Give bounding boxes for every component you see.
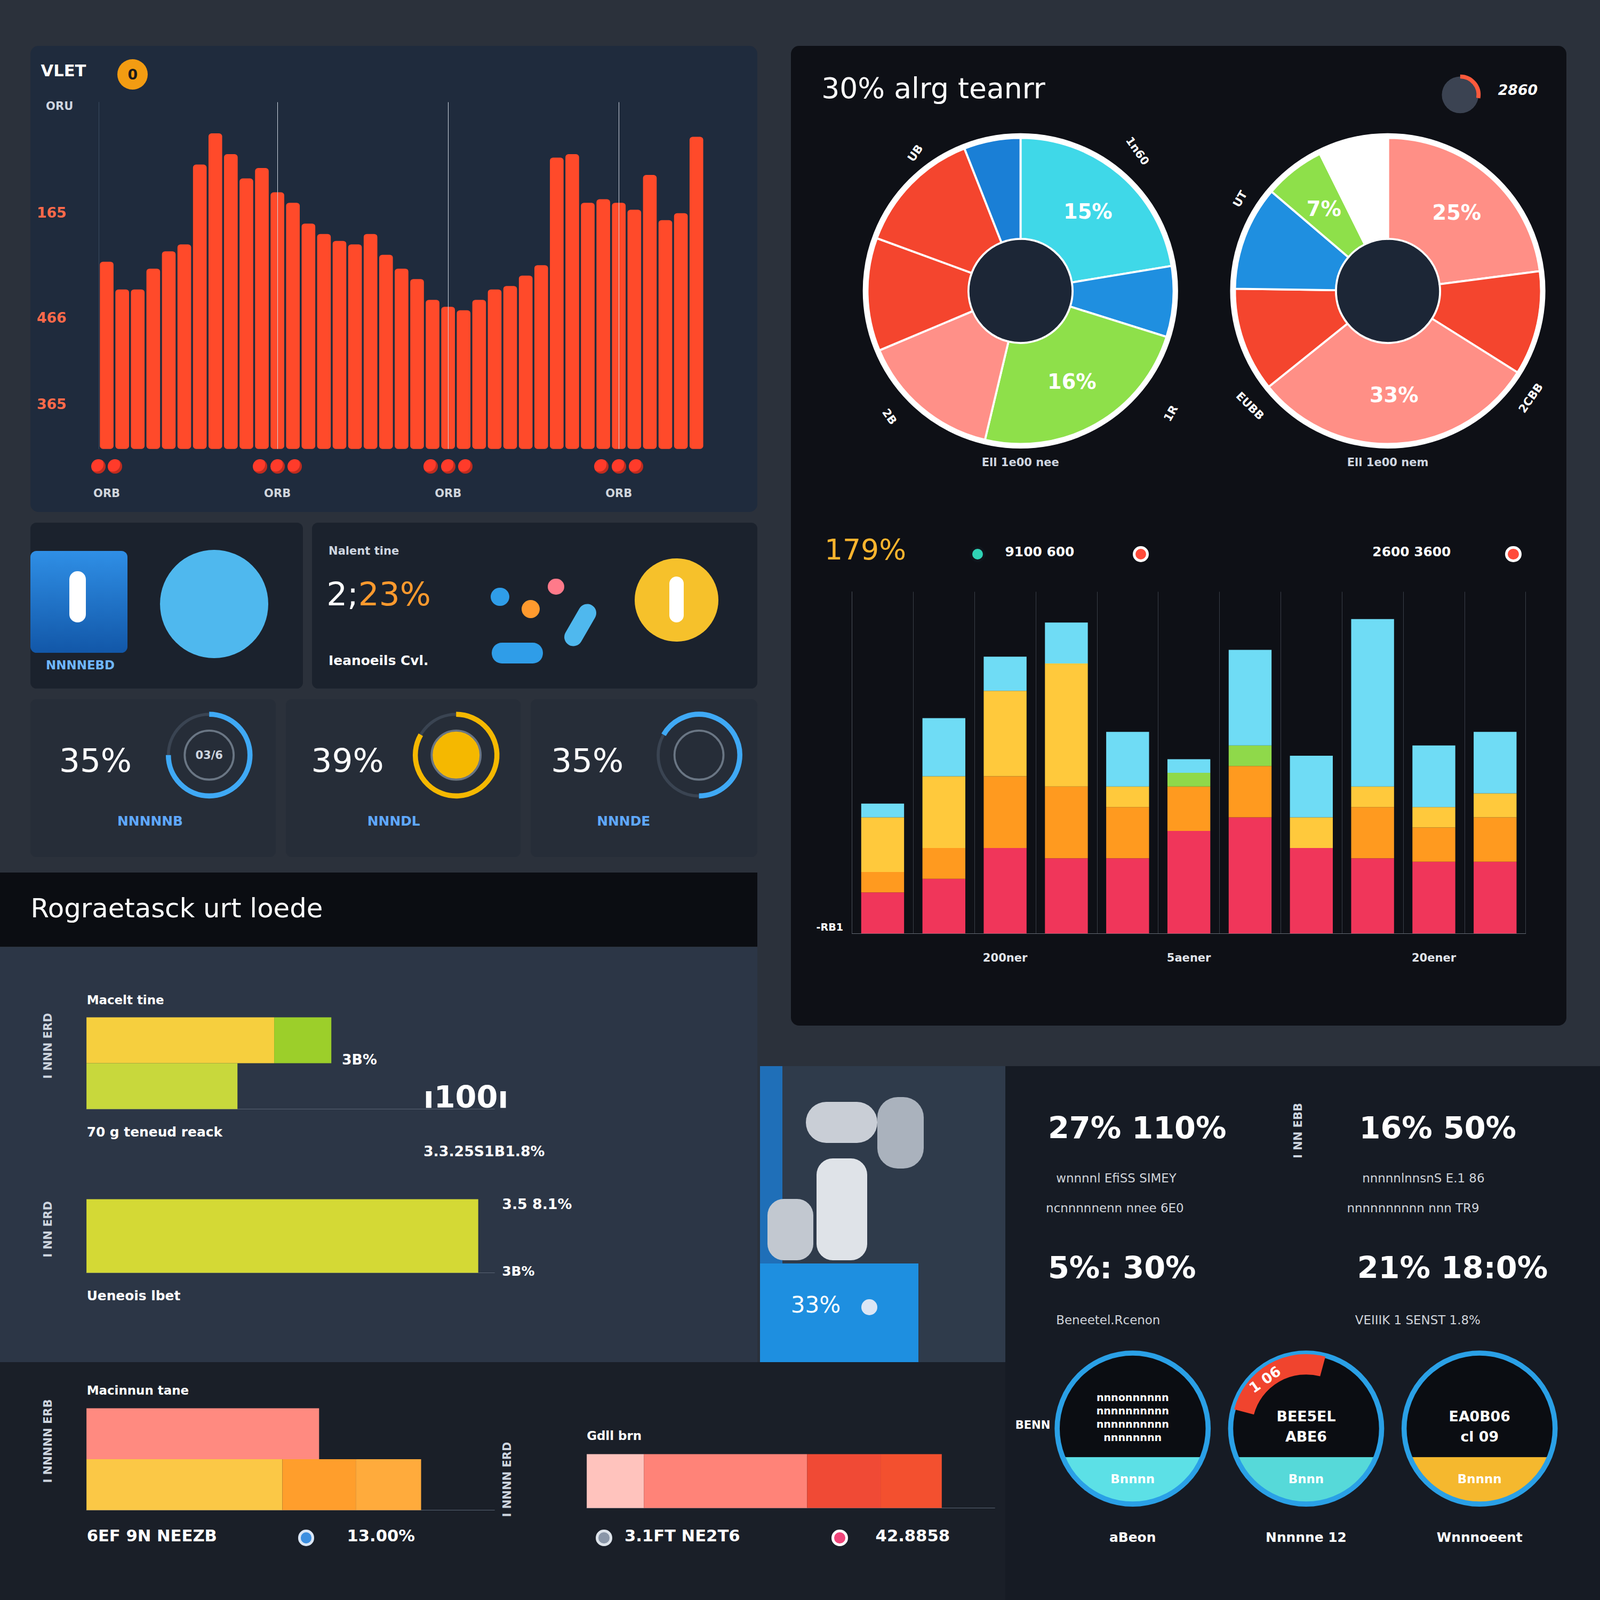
html-text:2; 23%: 2; 23% [326,575,431,613]
svg-text:20ener: 20ener [1411,950,1457,965]
html-text:BENN: BENN [1015,1418,1051,1432]
html-text:30% alrg teanrr: 30% alrg teanrr [821,71,1046,106]
html-text:nnnnnnnn: nnnnnnnn [1103,1431,1162,1444]
html-text:3.3.25S1B1.8%: 3.3.25S1B1.8% [423,1142,545,1160]
html-text:Nnnnne 12: Nnnnne 12 [1265,1529,1347,1546]
html-text:BEE5EL: BEE5EL [1276,1407,1336,1425]
html-text:Ell 1e00 nem: Ell 1e00 nem [1347,455,1429,469]
html-text:wnnnnl EfiSS SIMEY: wnnnnl EfiSS SIMEY [1056,1171,1177,1186]
html-text:I NN EBB: I NN EBB [1291,1102,1305,1159]
html-text:NNNNEBD: NNNNEBD [45,658,115,672]
html-text:Bnnnn: Bnnnn [1110,1472,1155,1487]
html-text:2CBB: 2CBB [1515,380,1546,416]
html-text:Rograetasck urt loede: Rograetasck urt loede [30,892,323,924]
html-text:NNNDL: NNNDL [367,813,421,829]
html-text:I NNNNN ERB: I NNNNN ERB [41,1398,55,1483]
svg-text:33%: 33% [1369,382,1419,407]
html-text:VEIIIK 1 SENST 1.8%: VEIIIK 1 SENST 1.8% [1355,1313,1481,1328]
html-text:21% 18:0%: 21% 18:0% [1357,1250,1548,1286]
html-text:0: 0 [127,65,138,83]
svg-text:25%: 25% [1432,200,1482,225]
html-text:39%: 39% [311,741,384,780]
html-text:I NNN ERD: I NNN ERD [41,1013,55,1079]
html-text:3B%: 3B% [502,1263,535,1279]
html-text:1n60: 1n60 [1123,134,1153,168]
html-text:13.00%: 13.00% [346,1526,415,1546]
html-text:nnnonnnnnn: nnnonnnnnn [1096,1391,1169,1404]
html-text:NNNNNB: NNNNNB [117,813,183,829]
svg-text:16%: 16% [1047,369,1097,394]
html-text:6EF 9N NEEZB: 6EF 9N NEEZB [86,1526,218,1546]
html-text:2860: 2860 [1497,81,1538,99]
html-text:03/6: 03/6 [195,748,223,762]
html-text:-RB1: -RB1 [816,920,844,934]
html-text:Wnnnoeent: Wnnnoeent [1436,1529,1523,1546]
html-text:Macelt tine: Macelt tine [86,992,165,1007]
html-text:UT: UT [1229,188,1250,210]
html-text:2600 3600: 2600 3600 [1372,543,1451,560]
html-text:Beneetel.Rcenon: Beneetel.Rcenon [1056,1313,1161,1328]
html-text:33%: 33% [790,1291,841,1318]
html-text:ORU: ORU [45,98,74,113]
html-text:EUBB: EUBB [1233,389,1267,423]
html-text:nnnnnnnnnn: nnnnnnnnnn [1096,1417,1169,1431]
svg-text:5aener: 5aener [1166,950,1212,965]
html-text:35%: 35% [551,741,624,780]
html-text:aBeon: aBeon [1109,1529,1156,1546]
html-text:cl 09: cl 09 [1460,1428,1499,1445]
svg-text:ORB: ORB [434,486,462,500]
html-text:3.5 8.1%: 3.5 8.1% [502,1195,572,1213]
html-text:EA0B06: EA0B06 [1448,1407,1511,1425]
html-text:nnnnnnnnnn: nnnnnnnnnn [1096,1404,1169,1417]
html-text:9100 600: 9100 600 [1005,543,1075,560]
html-text:27% 110%: 27% 110% [1047,1110,1227,1146]
html-text:42.8858: 42.8858 [875,1526,950,1546]
html-text:466: 466 [36,309,67,326]
html-text:365: 365 [36,395,67,413]
html-text:1R: 1R [1160,402,1181,424]
svg-text:ORB: ORB [93,486,120,500]
html-text:Ueneois lbet: Ueneois lbet [86,1287,181,1304]
html-text:NNNDE: NNNDE [596,813,651,829]
html-text:Ieanoeils Cvl.: Ieanoeils Cvl. [328,653,429,669]
svg-text:7%: 7% [1306,196,1342,221]
html-text:ı100ı: ı100ı [423,1079,509,1116]
html-text:16% 50%: 16% 50% [1359,1110,1517,1146]
svg-text:ORB: ORB [264,486,291,500]
html-text:I NN ERD: I NN ERD [41,1201,55,1258]
html-text:35%: 35% [59,741,132,780]
html-text:179%: 179% [824,532,907,567]
html-text:5%: 30%: 5%: 30% [1047,1250,1197,1286]
html-text:Bnnnn: Bnnnn [1457,1472,1502,1487]
svg-text:15%: 15% [1063,199,1113,224]
html-text:165: 165 [36,204,67,221]
html-text:Ell 1e00 nee: Ell 1e00 nee [981,455,1060,469]
html-text:3.1FT NE2T6: 3.1FT NE2T6 [624,1526,741,1546]
svg-text:200ner: 200ner [982,950,1028,965]
html-text:Macinnun tane: Macinnun tane [86,1383,189,1398]
html-text:3B%: 3B% [341,1051,377,1068]
html-text:70 g teneud reack: 70 g teneud reack [86,1124,223,1140]
html-text:2B: 2B [879,405,900,427]
svg-text:ORB: ORB [605,486,632,500]
html-text:Nalent tine: Nalent tine [328,543,400,558]
html-text:UB: UB [904,141,926,165]
html-text:ncnnnnnenn nnee 6E0: ncnnnnnenn nnee 6E0 [1045,1201,1184,1215]
html-text:I NNNN ERD: I NNNN ERD [500,1442,514,1518]
html-text:nnnnnlnnsnS E.1 86: nnnnnlnnsnS E.1 86 [1362,1171,1485,1186]
html-text:VLET: VLET [40,61,87,80]
html-text:Gdll brn: Gdll brn [586,1428,642,1443]
html-text:ABE6: ABE6 [1285,1428,1327,1445]
html-text:Bnnn: Bnnn [1288,1472,1324,1487]
html-text:nnnnnnnnnn nnn TR9: nnnnnnnnnn nnn TR9 [1346,1201,1480,1215]
html-text:1 06: 1 06 [1246,1362,1285,1397]
